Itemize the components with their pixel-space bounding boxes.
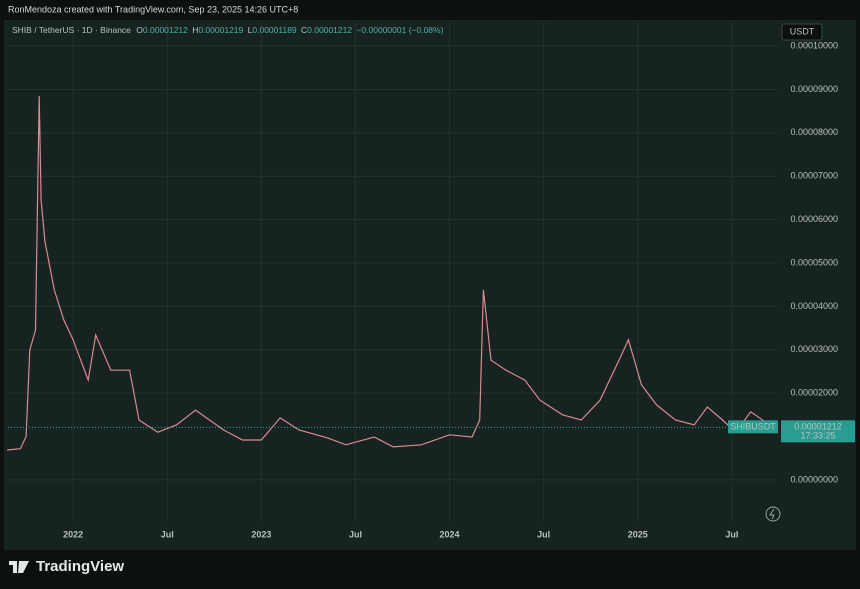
price-line [7, 95, 776, 451]
x-tick-label: 2024 [440, 529, 460, 539]
flash-icon[interactable] [765, 506, 781, 522]
ohlc-label: H [192, 25, 198, 35]
currency-box[interactable] [781, 23, 823, 41]
legend: SHIB / TetherUS · 1D · Binance O0.000012… [12, 25, 444, 35]
price-tag [781, 420, 855, 443]
series-tag [728, 420, 778, 434]
ohlc-label: O [136, 25, 143, 35]
y-tick-label: 0.00004000 [790, 301, 838, 311]
series-tag-label: SHIBUSDT [730, 422, 776, 432]
x-tick-label: Jul [537, 529, 550, 539]
y-tick-label: 0.00006000 [790, 214, 838, 224]
x-tick-label: Jul [349, 529, 362, 539]
symbol: SHIB / TetherUS · 1D · Binance [12, 25, 131, 35]
y-tick-label: 0.00003000 [790, 344, 838, 354]
x-tick-label: 2023 [251, 529, 271, 539]
y-tick-label: 0.00000000 [790, 474, 838, 484]
y-tick-label: 0.00008000 [790, 127, 838, 137]
price-tag-label: 0.00001212 [794, 422, 842, 432]
ohlc-label: L [248, 25, 253, 35]
y-tick-label: 0.00007000 [790, 171, 838, 181]
brand: TradingView [36, 558, 124, 575]
currency[interactable]: USDT [790, 26, 815, 36]
x-tick-label: 2025 [628, 529, 648, 539]
x-tick-label: 2022 [63, 529, 83, 539]
y-tick-label: 0.00005000 [790, 257, 838, 267]
logo-mark [9, 561, 29, 573]
ohlc-label: C [301, 25, 307, 35]
y-tick-label: 0.00002000 [790, 388, 838, 398]
x-tick-label: Jul [725, 529, 738, 539]
ohlc-value: 0.00001189 [252, 25, 297, 35]
chart-panel [4, 20, 856, 550]
grid [8, 22, 778, 522]
change: −0.00000001 (−0.08%) [356, 25, 443, 35]
ohlc-value: 0.00001212 [307, 25, 352, 35]
ohlc-value: 0.00001219 [198, 25, 243, 35]
x-tick-label: Jul [161, 529, 174, 539]
plot [7, 95, 778, 451]
y-tick-label: 0.00009000 [790, 84, 838, 94]
y-tick-label: 0.00010000 [790, 40, 838, 50]
attribution: RonMendoza created with TradingView.com,… [8, 4, 298, 14]
ohlc-value: 0.00001212 [143, 25, 188, 35]
countdown: 17:33:25 [800, 431, 835, 441]
flash-icon-bolt [769, 508, 775, 520]
